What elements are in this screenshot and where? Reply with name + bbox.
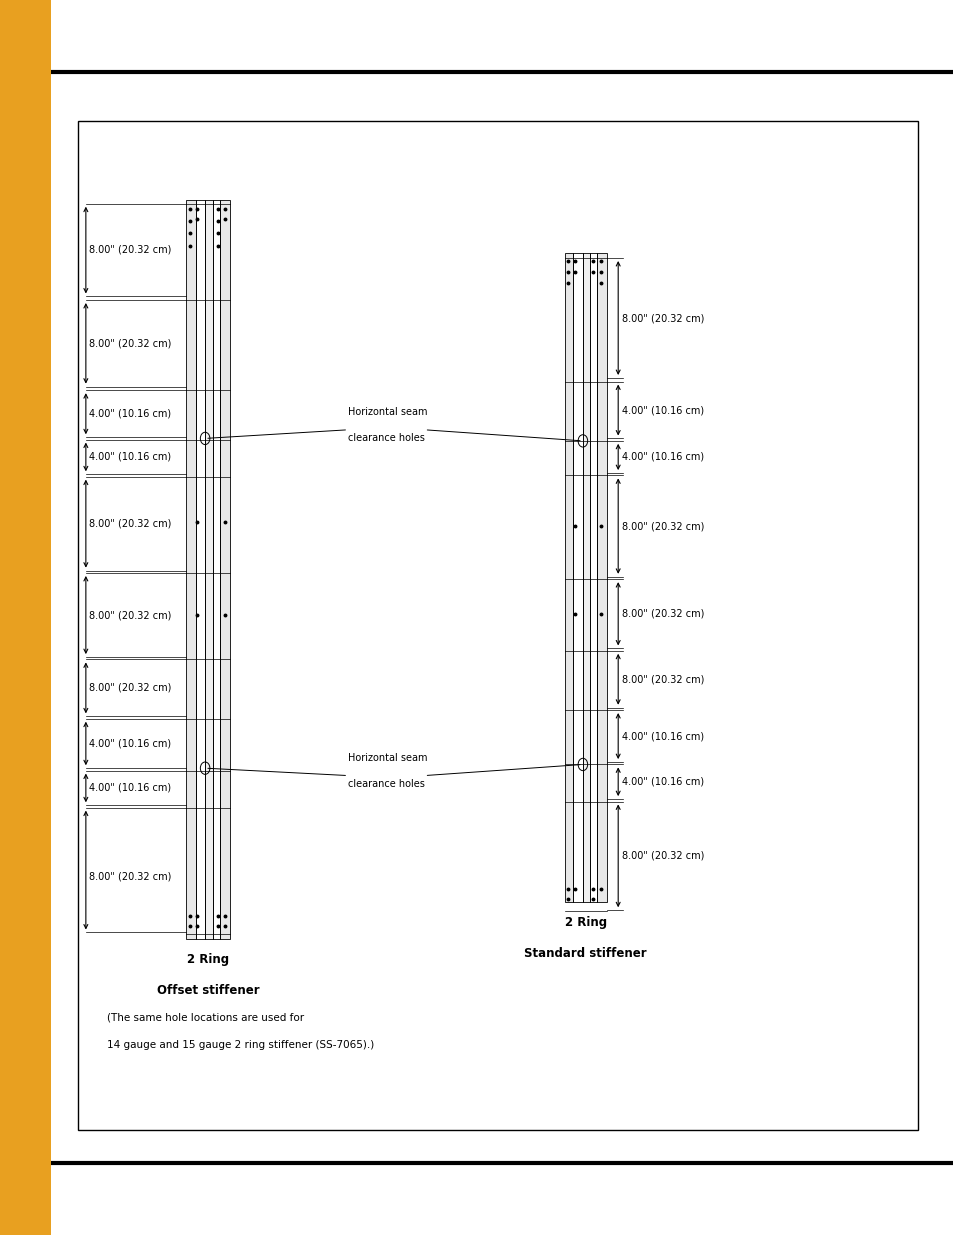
Text: (The same hole locations are used for: (The same hole locations are used for [107, 1013, 304, 1023]
Text: 8.00" (20.32 cm): 8.00" (20.32 cm) [89, 610, 171, 620]
Bar [573, 253, 582, 902]
Bar [195, 200, 205, 939]
Text: 8.00" (20.32 cm): 8.00" (20.32 cm) [89, 683, 171, 693]
Text: 8.00" (20.32 cm): 8.00" (20.32 cm) [621, 674, 703, 684]
Bar [220, 200, 230, 939]
Bar [213, 200, 220, 939]
Text: Standard stiffener: Standard stiffener [524, 947, 646, 961]
Text: 4.00" (10.16 cm): 4.00" (10.16 cm) [89, 739, 171, 748]
Text: clearance holes: clearance holes [348, 779, 425, 789]
Text: Offset stiffener: Offset stiffener [156, 984, 259, 998]
Bar [0, 0, 51, 1235]
Text: 4.00" (10.16 cm): 4.00" (10.16 cm) [621, 405, 703, 415]
Bar [589, 253, 597, 902]
Bar [597, 253, 606, 902]
Text: 8.00" (20.32 cm): 8.00" (20.32 cm) [621, 314, 703, 324]
Text: 8.00" (20.32 cm): 8.00" (20.32 cm) [621, 609, 703, 619]
Text: clearance holes: clearance holes [348, 433, 425, 443]
Text: 8.00" (20.32 cm): 8.00" (20.32 cm) [89, 245, 171, 254]
Text: 4.00" (10.16 cm): 4.00" (10.16 cm) [89, 409, 171, 419]
Text: Horizontal seam: Horizontal seam [348, 408, 427, 417]
Text: 4.00" (10.16 cm): 4.00" (10.16 cm) [621, 452, 703, 462]
Bar [205, 200, 213, 939]
Text: 8.00" (20.32 cm): 8.00" (20.32 cm) [621, 851, 703, 861]
Text: 8.00" (20.32 cm): 8.00" (20.32 cm) [89, 872, 171, 882]
Text: 8.00" (20.32 cm): 8.00" (20.32 cm) [89, 338, 171, 348]
Text: 4.00" (10.16 cm): 4.00" (10.16 cm) [621, 777, 703, 787]
Text: 2 Ring: 2 Ring [187, 953, 229, 967]
Text: 14 gauge and 15 gauge 2 ring stiffener (SS-7065).): 14 gauge and 15 gauge 2 ring stiffener (… [107, 1040, 374, 1050]
Text: 4.00" (10.16 cm): 4.00" (10.16 cm) [621, 731, 703, 741]
Text: 4.00" (10.16 cm): 4.00" (10.16 cm) [89, 452, 171, 462]
Text: Horizontal seam: Horizontal seam [348, 753, 427, 763]
Bar [564, 253, 573, 902]
Bar [582, 253, 589, 902]
Bar [186, 200, 195, 939]
Text: 8.00" (20.32 cm): 8.00" (20.32 cm) [621, 521, 703, 531]
Text: 2 Ring: 2 Ring [564, 916, 606, 930]
Text: 8.00" (20.32 cm): 8.00" (20.32 cm) [89, 519, 171, 529]
Bar [78, 121, 917, 1130]
Text: 4.00" (10.16 cm): 4.00" (10.16 cm) [89, 783, 171, 793]
